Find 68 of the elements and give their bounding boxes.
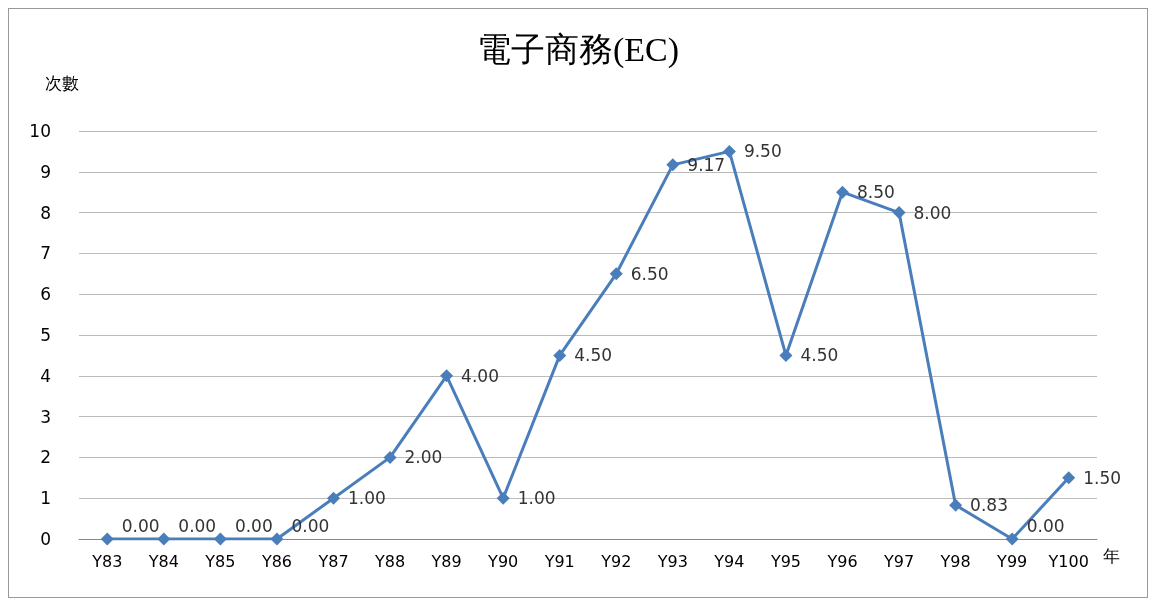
y-tick-label: 8 (40, 202, 51, 223)
point (666, 158, 680, 172)
x-tick-label: Y94 (713, 551, 745, 571)
data-label: 8.00 (913, 202, 952, 223)
y-tick-label: 6 (40, 284, 51, 305)
y-tick-label: 0 (40, 529, 51, 549)
data-label: 2.00 (404, 447, 443, 468)
x-tick-label: Y95 (769, 551, 802, 571)
point (100, 532, 114, 546)
y-axis-title: 次數 (45, 72, 79, 93)
x-tick-label: Y97 (882, 551, 915, 571)
data-label: 4.50 (574, 345, 613, 366)
chart-title: 電子商務(EC) (476, 30, 680, 69)
data-label: 4.00 (461, 365, 499, 386)
point (270, 532, 284, 546)
y-tick-label: 1 (40, 488, 51, 509)
point (157, 532, 171, 546)
data-label: 6.50 (630, 263, 669, 284)
x-tick-label: Y90 (487, 551, 519, 571)
x-tick-label: Y99 (996, 551, 1028, 571)
point (383, 450, 397, 464)
point (722, 144, 736, 158)
x-tick-label: Y89 (430, 551, 462, 571)
y-tick-label: 2 (40, 447, 51, 468)
point (609, 267, 623, 281)
data-label: 0.83 (970, 495, 1008, 516)
x-tick-label: Y87 (317, 551, 349, 571)
y-tick-label: 7 (40, 243, 51, 264)
x-tick-label: Y98 (939, 551, 971, 571)
x-tick-label: Y100 (1047, 551, 1089, 571)
x-tick-label: Y85 (204, 551, 236, 571)
data-label: 0.00 (178, 516, 217, 536)
x-tick-label: Y86 (260, 551, 293, 571)
y-tick-label: 10 (29, 121, 51, 141)
point (213, 532, 227, 546)
data-label: 9.50 (743, 141, 782, 162)
data-label: 0.00 (1026, 516, 1065, 536)
x-tick-label: Y96 (826, 551, 858, 571)
data-label: 0.00 (121, 516, 160, 536)
y-tick-label: 9 (40, 161, 51, 182)
point (440, 369, 454, 383)
x-tick-label: Y93 (656, 551, 688, 571)
point (949, 498, 963, 512)
data-label: 0.00 (291, 516, 330, 536)
data-label: 1.00 (517, 488, 556, 509)
data-label: 1.00 (348, 488, 386, 509)
point (836, 185, 849, 199)
data-label: 8.50 (857, 182, 895, 203)
point (1005, 532, 1019, 546)
point (892, 206, 906, 220)
x-tick-label: Y91 (543, 551, 575, 571)
data-label: 0.00 (234, 516, 273, 536)
point (1062, 471, 1076, 485)
x-axis-title: 年 (1103, 545, 1120, 566)
data-label: 4.50 (800, 345, 839, 366)
x-tick-label: Y83 (91, 551, 123, 571)
x-tick-label: Y92 (600, 551, 632, 571)
point (327, 491, 340, 505)
point (553, 348, 567, 362)
x-tick-label: Y88 (373, 551, 406, 571)
y-tick-label: 3 (40, 406, 51, 427)
point (496, 491, 510, 505)
point (779, 348, 793, 362)
y-tick-label: 4 (40, 365, 51, 386)
x-tick-label: Y84 (147, 551, 179, 571)
y-tick-label: 5 (40, 325, 51, 345)
data-label: 1.50 (1083, 467, 1122, 488)
data-label: 9.17 (687, 154, 726, 175)
